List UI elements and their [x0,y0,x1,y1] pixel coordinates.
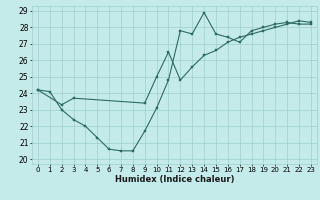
X-axis label: Humidex (Indice chaleur): Humidex (Indice chaleur) [115,175,234,184]
